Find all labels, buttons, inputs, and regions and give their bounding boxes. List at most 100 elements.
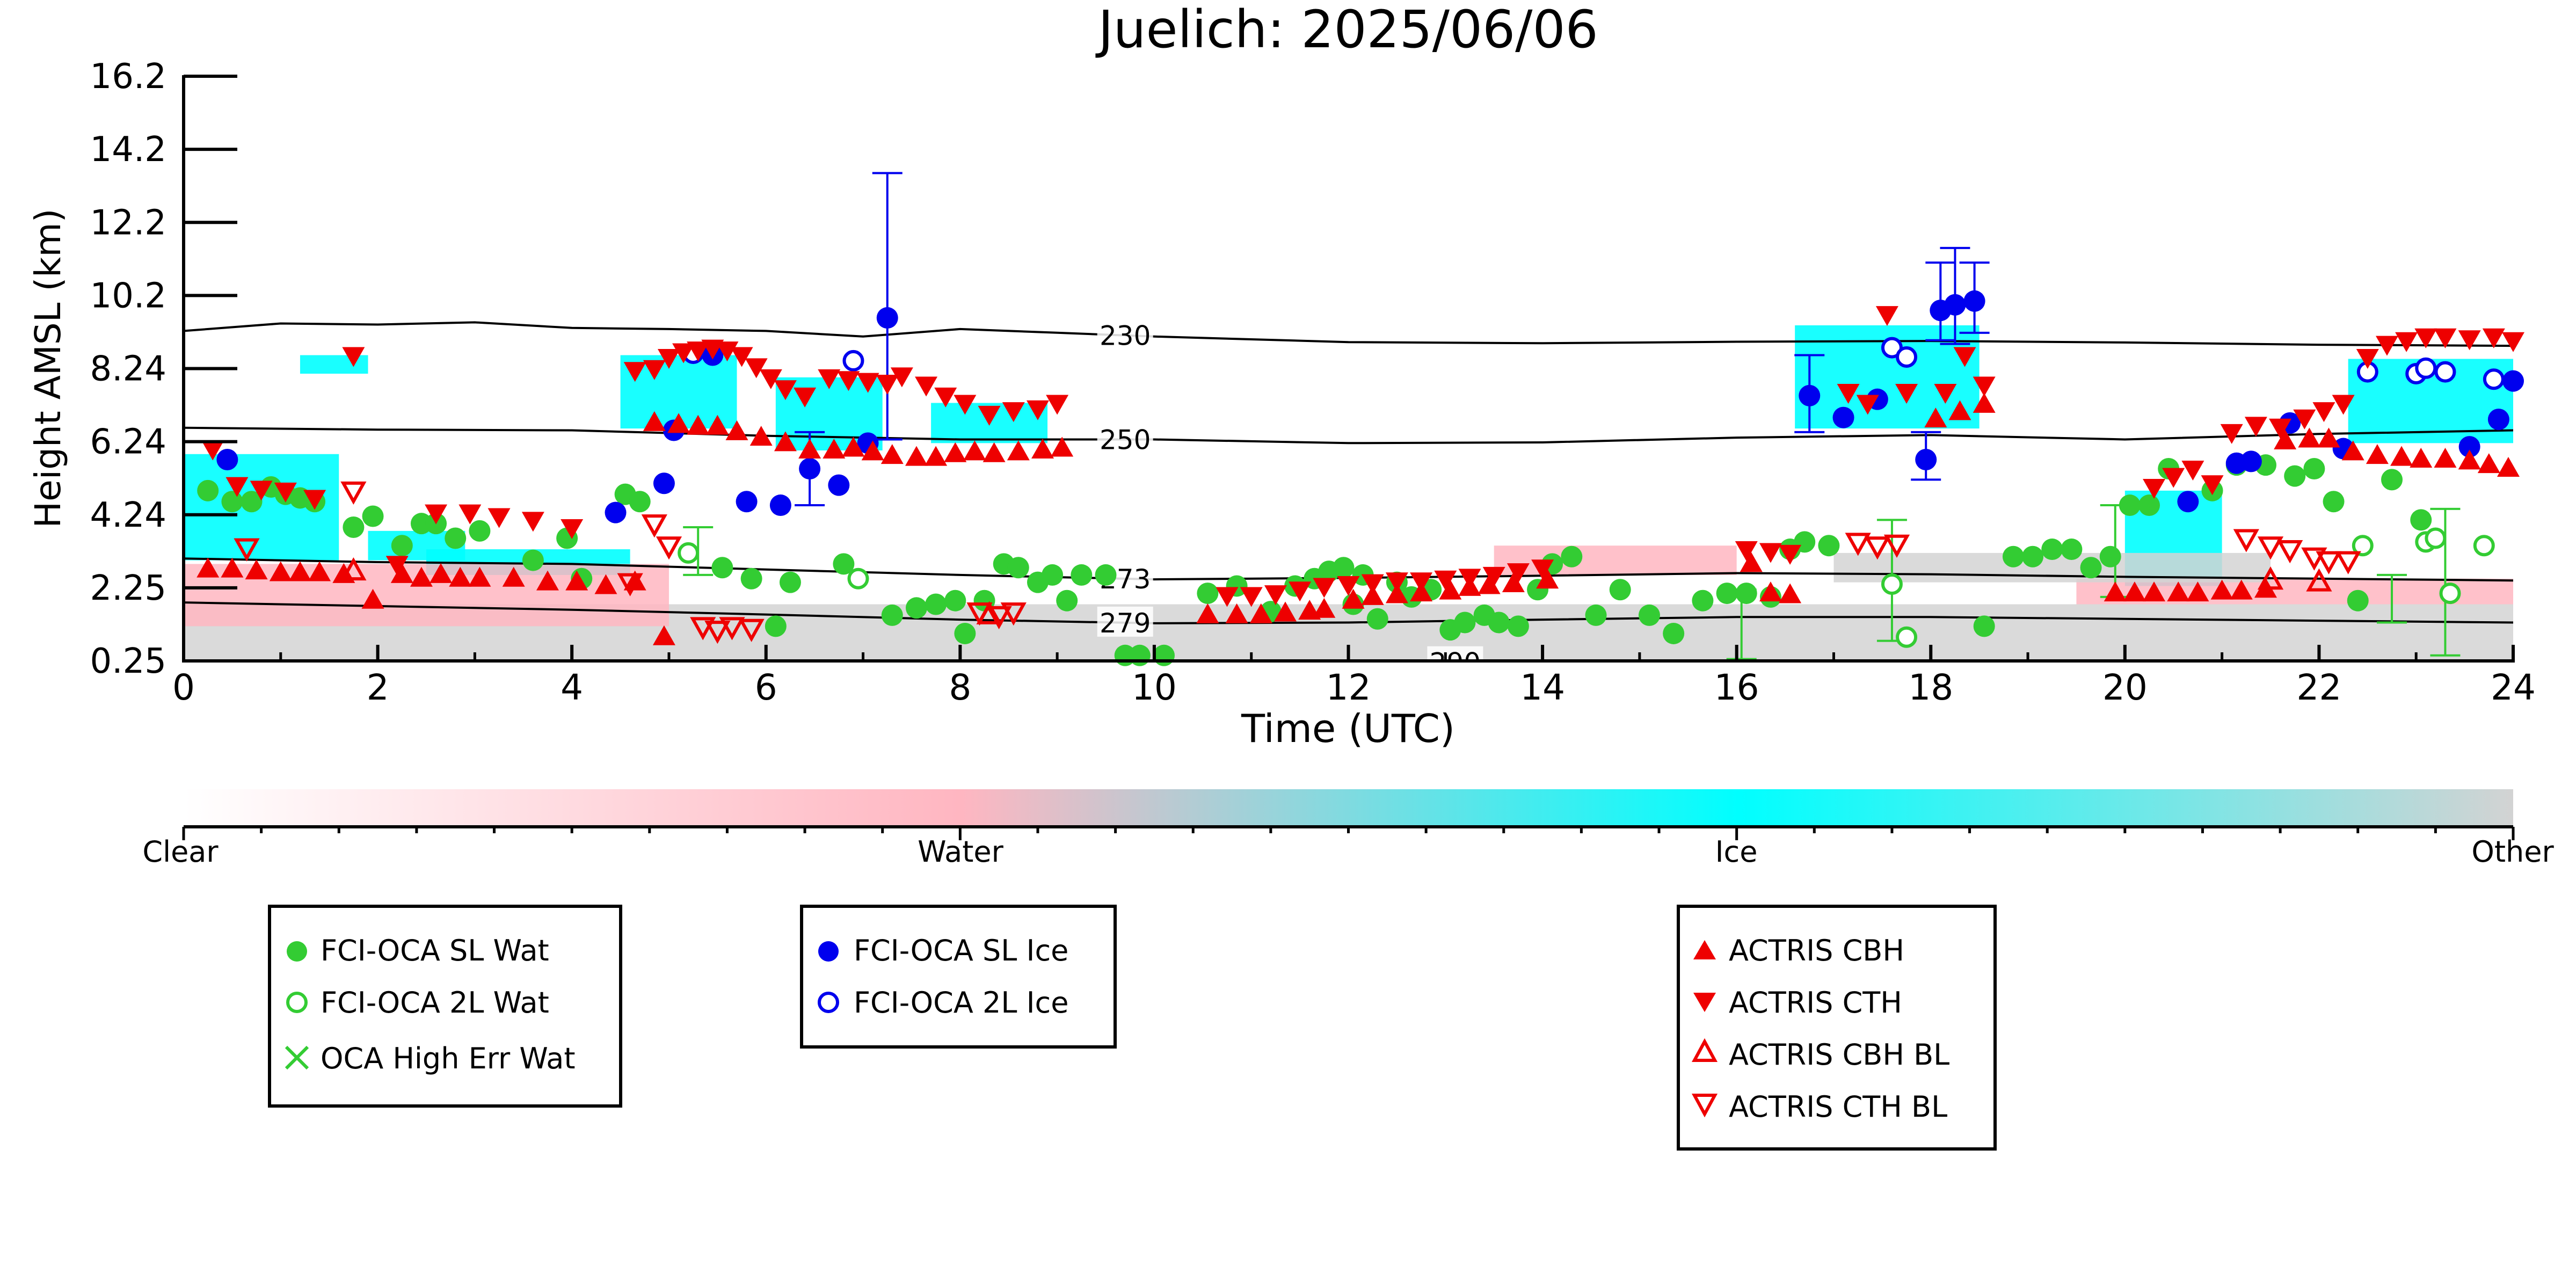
point-actris-cbh [643,411,666,431]
point-actris-cth-bl [986,606,1012,630]
point-actris-cbh [221,557,244,578]
point-actris-cth-bl [966,602,993,626]
legend-marker-actris-cbh [1693,940,1716,959]
point-actris-cth [745,358,768,379]
point-actris-cth-bl [656,536,682,560]
point-actris-cbh [2274,429,2297,449]
point-fci-oca-sl-wat [1056,590,1078,612]
point-actris-cth [1216,587,1239,607]
legend-label-oca-high-err-wat: OCA High Err Wat [321,1042,576,1075]
isotherm-label-bg [1097,319,1153,350]
point-actris-cth [2181,460,2204,481]
point-actris-cth [890,367,913,388]
point-fci-oca-sl-wat [2381,469,2403,491]
point-fci-oca-sl-wat [954,622,976,644]
point-actris-cbh [725,420,748,440]
point-actris-cbh [1007,440,1030,461]
point-actris-cth-bl [2277,540,2303,564]
point-actris-cth [385,556,409,576]
point-actris-cth [274,482,297,503]
point-fci-oca-sl-wat [1585,604,1607,626]
point-actris-cth [2269,418,2292,439]
point-actris-cth [2244,417,2267,437]
x-tick-label: 0 [172,667,195,708]
point-actris-cth [1240,587,1263,607]
point-fci-oca-sl-wat [1197,583,1219,605]
point-fci-oca-sl-ice [828,474,850,496]
point-fci-oca-sl-wat [1042,564,1064,586]
point-actris-cth [1895,384,1918,404]
y-tick-label: 16.2 [90,57,167,97]
colorbar-label-water: Water [918,835,1003,869]
point-actris-cbh [430,563,453,583]
point-actris-cbh [667,413,690,433]
point-fci-oca-sl-wat [2138,494,2160,516]
point-fci-oca-sl-ice [799,457,821,479]
point-actris-cbh [2210,579,2233,600]
point-actris-cbh [905,446,928,466]
point-actris-cbh [269,561,292,581]
point-actris-cbh [2434,447,2457,468]
point-fci-oca-sl-wat [1638,604,1660,626]
point-actris-cbh-bl [340,557,367,581]
legend-label-fci-oca-sl-wat: FCI-OCA SL Wat [321,934,549,967]
point-fci-oca-sl-wat [1333,557,1355,579]
point-actris-cbh [1342,588,1365,609]
point-actris-cth [1313,578,1336,598]
point-fci-oca-sl-wat [1663,622,1685,644]
point-actris-cth-bl [234,538,260,562]
point-fci-oca-2l-ice [1881,337,1903,359]
point-fci-oca-sl-wat [2347,590,2369,612]
point-fci-oca-2l-ice [2434,361,2456,383]
point-actris-cbh [2497,456,2520,477]
point-actris-cbh [1478,574,1501,594]
point-fci-oca-sl-ice [653,472,675,494]
point-actris-cbh [197,557,220,578]
point-actris-cbh [2317,427,2340,448]
point-actris-cbh [502,566,525,587]
legend-actris-box [1677,905,1997,1151]
point-actris-cbh [410,566,433,587]
point-actris-cth-bl [340,481,367,505]
point-actris-cth [521,512,544,532]
point-fci-oca-sl-wat [2119,494,2141,516]
point-actris-cbh [2366,444,2389,464]
point-actris-cbh [798,438,821,459]
point-actris-cth [1337,576,1360,596]
y-tick-label: 14.2 [90,130,167,170]
point-actris-cth [2458,330,2481,351]
legend-marker-actris-cth-bl [1691,1094,1718,1118]
point-actris-cth [672,343,695,363]
legend-label-actris-cbh-bl: ACTRIS CBH BL [1729,1038,1949,1072]
point-fci-oca-2l-wat [2352,535,2374,557]
point-fci-oca-sl-wat [1095,564,1117,586]
x-tick-label: 22 [2296,667,2341,708]
y-tick-label: 2.25 [90,569,167,608]
point-actris-cbh [706,414,729,435]
point-actris-cth [1837,384,1860,404]
point-actris-cbh [749,426,773,446]
point-fci-oca-sl-ice [1832,406,1854,428]
point-actris-cth-bl [1883,534,1910,558]
point-fci-oca-sl-wat [2022,545,2044,567]
point-fci-oca-sl-wat [740,567,762,590]
point-actris-cth [2434,328,2457,348]
point-actris-cbh [565,570,588,591]
x-tick-label: 12 [1326,667,1371,708]
isotherm-230 [184,321,2513,347]
point-fci-oca-sl-wat [1609,579,1631,601]
point-actris-cth [1026,400,1049,420]
point-fci-oca-sl-wat [445,527,467,549]
point-actris-cbh [2390,446,2413,466]
point-actris-cth [1735,541,1758,562]
point-fci-oca-sl-wat [343,516,365,539]
point-actris-cbh [1225,603,1248,623]
point-actris-cbh-bl [2306,568,2332,592]
point-actris-cbh [1196,603,1219,623]
point-fci-oca-sl-ice [1963,290,1985,312]
point-actris-cbh [963,440,986,461]
point-fci-oca-sl-wat [2061,539,2083,561]
point-fci-oca-sl-wat [1153,644,1175,666]
point-fci-oca-2l-ice [2415,357,2437,379]
point-actris-cth [2375,336,2398,356]
